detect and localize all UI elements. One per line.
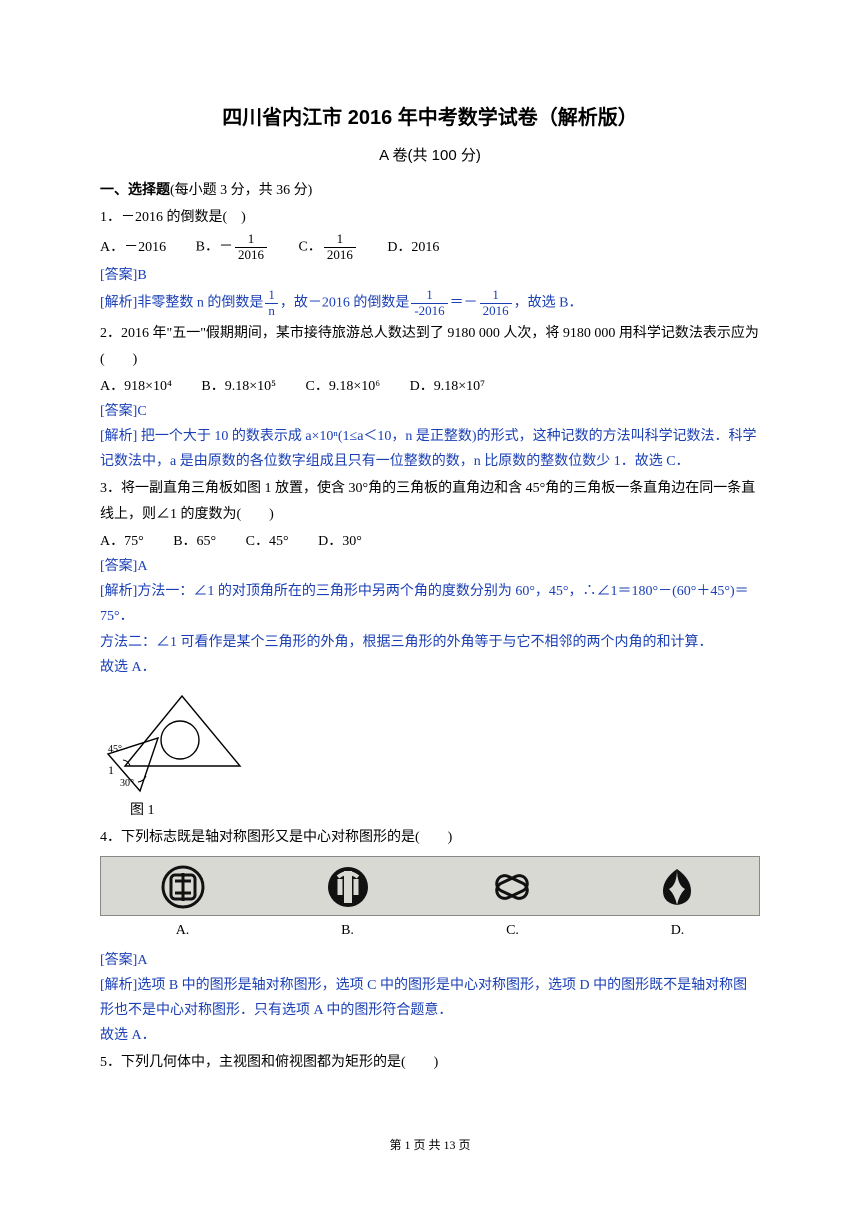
angle-45-label: 45° [108,744,122,755]
frac-num: 1 [411,288,447,304]
q1-exp-c: ＝－ [450,296,478,311]
q3-explain-1: [解析]方法一：∠1 的对顶角所在的三角形中另两个角的度数分别为 60°，45°… [100,579,760,629]
q1-optC: C．12016 [298,232,357,263]
figure-1-caption: 图 1 [100,798,760,823]
logo-C-icon [490,865,534,909]
q3-explain-2: 方法二：∠1 可看作是某个三角形的外角，根据三角形的外角等于与它不相邻的两个内角… [100,630,760,655]
angle-1-label: 1 [108,763,114,777]
q4-answer: [答案]A [100,948,760,973]
question-2: 2．2016 年"五一"假期期间，某市接待旅游总人数达到了 9180 000 人… [100,321,760,371]
q2-optB: B．9.18×10⁵ [201,374,276,399]
frac-num: 1 [235,232,267,248]
logo-B [324,863,372,911]
q4-labA: A. [159,918,207,943]
subtitle: A 卷(共 100 分) [100,142,760,169]
logo-D-icon [655,865,699,909]
q2-optA: A．918×10⁴ [100,374,172,399]
logo-D [653,863,701,911]
q1-stem-a: 1．－2016 的倒数是( [100,210,227,225]
section-header: 一、选择题(每小题 3 分，共 36 分) [100,177,760,203]
logo-A-icon [161,865,205,909]
frac-den: -2016 [411,304,447,319]
frac-den: 2016 [235,248,267,263]
q4-labB: B. [324,918,372,943]
page-title: 四川省内江市 2016 年中考数学试卷（解析版） [100,100,760,136]
q3-explain-3: 故选 A． [100,655,760,680]
frac-num: 1 [324,232,356,248]
frac: 12016 [480,288,512,319]
section-note: (每小题 3 分，共 36 分) [170,183,312,198]
figure-1: 45° 1 30° [100,686,760,796]
logo-C [488,863,536,911]
q2-explain: [解析] 把一个大于 10 的数表示成 a×10ⁿ(1≤a＜10，n 是正整数)… [100,424,760,474]
frac-den: n [265,304,278,319]
q3-answer: [答案]A [100,554,760,579]
logo-labels: A. B. C. D. [100,918,760,943]
q1-optC-pre: C． [298,240,321,255]
q1-exp-d: ，故选 B． [514,296,583,311]
logo-option-strip [100,856,760,916]
q1-explain: [解析]非零整数 n 的倒数是1n，故－2016 的倒数是1-2016＝－120… [100,288,760,319]
question-4: 4．下列标志既是轴对称图形又是中心对称图形的是( ) [100,825,760,850]
q3-optA: A．75° [100,529,144,554]
frac-num: 1 [265,288,278,304]
q1-stem-b: ) [241,210,246,225]
q4-labD: D. [654,918,702,943]
q3-optD: D．30° [318,529,362,554]
frac-den: 2016 [324,248,356,263]
q1-exp-b: ，故－2016 的倒数是 [280,296,410,311]
q1-optD: D．2016 [387,235,439,260]
section-head-label: 一、选择题 [100,181,170,197]
logo-B-icon [326,865,370,909]
frac: 1n [265,288,278,319]
q2-optD: D．9.18×10⁷ [410,374,485,399]
q1-optB-pre: B．－ [196,240,233,255]
q2-optC: C．9.18×10⁶ [306,374,381,399]
q1-optB-frac: 12016 [235,232,267,263]
logo-A [159,863,207,911]
angle-30-label: 30° [120,778,134,789]
page-footer: 第 1 页 共 13 页 [100,1135,760,1157]
q1-optB: B．－12016 [196,232,269,263]
q4-labC: C. [489,918,537,943]
frac-num: 1 [480,288,512,304]
q2-answer: [答案]C [100,399,760,424]
frac: 1-2016 [411,288,447,319]
q4-explain-1: [解析]选项 B 中的图形是轴对称图形，选项 C 中的图形是中心对称图形，选项 … [100,973,760,1023]
q1-optC-frac: 12016 [324,232,356,263]
q2-options: A．918×10⁴ B．9.18×10⁵ C．9.18×10⁶ D．9.18×1… [100,374,760,399]
question-3: 3．将一副直角三角板如图 1 放置，使含 30°角的三角板的直角边和含 45°角… [100,476,760,526]
q1-options: A．－2016 B．－12016 C．12016 D．2016 [100,232,760,263]
q1-exp-a: [解析]非零整数 n 的倒数是 [100,296,263,311]
q3-optB: B．65° [173,529,216,554]
frac-den: 2016 [480,304,512,319]
question-1: 1．－2016 的倒数是( ) [100,205,760,230]
q3-optC: C．45° [246,529,289,554]
triangle-diagram-icon: 45° 1 30° [100,686,250,796]
q1-answer: [答案]B [100,263,760,288]
question-5: 5．下列几何体中，主视图和俯视图都为矩形的是( ) [100,1050,760,1075]
q1-optA: A．－2016 [100,235,166,260]
q3-options: A．75° B．65° C．45° D．30° [100,529,760,554]
q4-explain-2: 故选 A． [100,1023,760,1048]
